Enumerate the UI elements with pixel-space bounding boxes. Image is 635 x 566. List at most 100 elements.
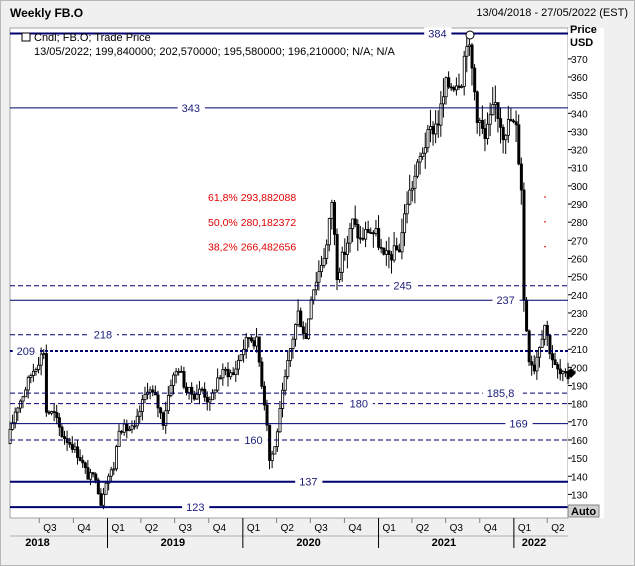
x-year-label: 2019 bbox=[161, 537, 185, 549]
candle-body bbox=[335, 234, 339, 281]
y-tick-label: 260 bbox=[571, 254, 588, 265]
info-line-series: Cndl; FB.O; Trade Price bbox=[34, 32, 151, 44]
move-handle-icon[interactable] bbox=[465, 30, 475, 40]
candle-body bbox=[65, 438, 69, 443]
level-label-bg bbox=[482, 387, 523, 400]
x-year-label: 2020 bbox=[296, 537, 320, 549]
y-tick-label: 320 bbox=[571, 146, 588, 157]
candle-body bbox=[169, 385, 173, 396]
candle-body bbox=[156, 394, 160, 409]
candle-body bbox=[423, 147, 427, 154]
candle-body bbox=[345, 242, 349, 255]
candle-body bbox=[174, 371, 178, 376]
y-tick-label: 280 bbox=[571, 218, 588, 229]
legend-marker[interactable] bbox=[21, 32, 31, 42]
candle-body bbox=[343, 251, 347, 255]
y-tick-label: 170 bbox=[571, 418, 588, 429]
candle-body bbox=[262, 385, 266, 406]
x-quarter-label: Q1 bbox=[112, 523, 126, 534]
candle-body bbox=[8, 428, 12, 444]
candle-body bbox=[117, 430, 121, 447]
candle-body bbox=[76, 446, 80, 458]
candle-body bbox=[551, 353, 555, 361]
candle-body bbox=[408, 189, 412, 205]
candle-body bbox=[179, 370, 183, 373]
candle-body bbox=[107, 475, 111, 484]
candle-body bbox=[234, 368, 238, 375]
candle-body bbox=[340, 251, 344, 273]
level-label: 160 bbox=[244, 435, 262, 447]
y-tick-label: 130 bbox=[571, 490, 588, 501]
level-label-bg bbox=[177, 101, 205, 114]
candle-body bbox=[164, 410, 168, 426]
candle-body bbox=[143, 393, 147, 400]
candle-body bbox=[379, 246, 383, 249]
candle-body bbox=[31, 370, 35, 376]
candle-body bbox=[273, 446, 277, 455]
plot-area[interactable] bbox=[9, 27, 569, 519]
candle-body bbox=[218, 377, 222, 380]
candle-body bbox=[322, 258, 326, 266]
y-tick-label: 160 bbox=[571, 436, 588, 447]
candle-body bbox=[281, 389, 285, 409]
candle-body bbox=[512, 120, 516, 123]
candle-body bbox=[115, 446, 119, 470]
candle-body bbox=[356, 224, 360, 239]
candle-body bbox=[348, 228, 352, 244]
candle-body bbox=[249, 337, 253, 342]
y-tick-label: 190 bbox=[571, 382, 588, 393]
candle-body bbox=[470, 44, 474, 69]
candle-body bbox=[239, 354, 243, 361]
candle-body bbox=[198, 388, 202, 395]
candle-body bbox=[403, 213, 407, 234]
level-label-bg bbox=[89, 328, 117, 341]
candle-body bbox=[532, 364, 536, 372]
x-quarter-label: Q3 bbox=[314, 523, 328, 534]
candle-body bbox=[102, 493, 106, 506]
candle-body bbox=[252, 340, 256, 347]
candle-body bbox=[439, 103, 443, 126]
candle-body bbox=[543, 324, 547, 340]
candle-body bbox=[73, 446, 77, 450]
x-quarter-label: Q1 bbox=[518, 523, 532, 534]
x-quarter-label: Q3 bbox=[179, 523, 193, 534]
candle-body bbox=[431, 126, 435, 135]
candle-body bbox=[63, 436, 67, 440]
candle-body bbox=[509, 119, 513, 122]
candle-body bbox=[538, 347, 542, 358]
candle-body bbox=[91, 472, 95, 475]
candle-body bbox=[39, 353, 43, 366]
candle-body bbox=[333, 201, 337, 235]
level-label: 180 bbox=[350, 399, 368, 411]
y-axis-panel bbox=[568, 28, 604, 518]
candle-body bbox=[426, 129, 430, 149]
candle-body bbox=[68, 442, 72, 445]
level-label-bg bbox=[389, 279, 417, 292]
candle-body bbox=[320, 264, 324, 273]
candle-body bbox=[278, 408, 282, 433]
x-quarter-label: Q4 bbox=[213, 523, 227, 534]
candle-body bbox=[265, 404, 269, 426]
chart-title: Weekly FB.O bbox=[10, 6, 84, 20]
candle-body bbox=[96, 479, 100, 494]
candle-body bbox=[221, 369, 225, 379]
candle-body bbox=[421, 152, 425, 157]
candle-body bbox=[382, 247, 386, 255]
candle-body bbox=[18, 400, 22, 409]
level-label-bg bbox=[424, 27, 452, 40]
auto-scale-button[interactable] bbox=[567, 504, 600, 518]
candle-body bbox=[13, 411, 17, 424]
y-tick-label: 210 bbox=[571, 345, 588, 356]
x-year-label: 2022 bbox=[522, 537, 546, 549]
x-quarter-label: Q4 bbox=[77, 523, 91, 534]
fib-labels-layer: 61,8% 293,882088 50,0% 280,182372 38,2% 26… bbox=[208, 192, 546, 254]
candle-body bbox=[122, 423, 126, 433]
candle-body bbox=[467, 44, 471, 47]
candle-body bbox=[42, 353, 46, 355]
level-label-bg bbox=[12, 345, 40, 358]
candle-body bbox=[109, 469, 113, 477]
levels-layer[interactable]: 384 343 245 237 218 209 185,8 180 169 160 137 123 bbox=[10, 27, 568, 514]
candle-body bbox=[338, 271, 342, 281]
